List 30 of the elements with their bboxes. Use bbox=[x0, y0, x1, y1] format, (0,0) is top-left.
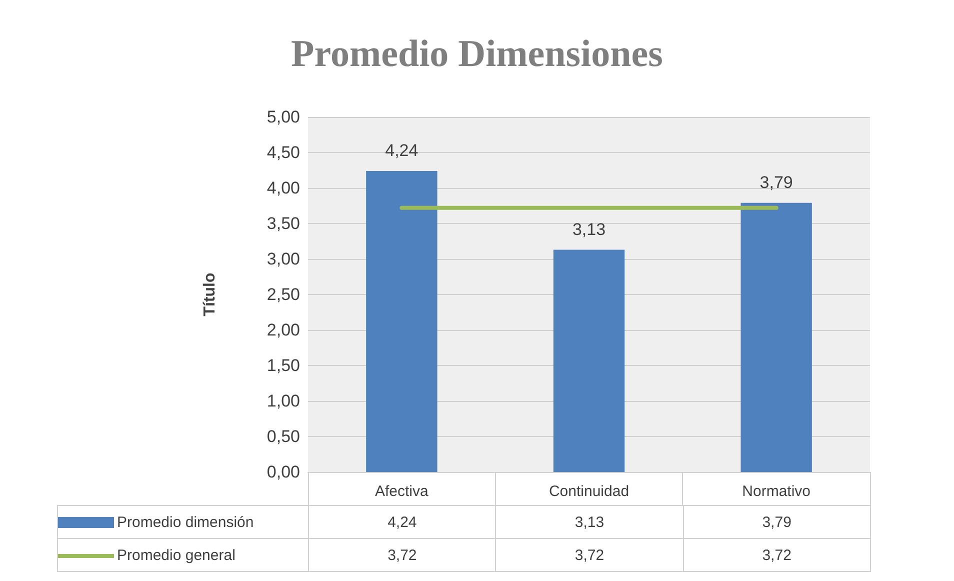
y-axis-title: Título bbox=[202, 272, 218, 316]
data-label: 3,72 bbox=[496, 538, 684, 572]
y-tick-label: 3,00 bbox=[266, 250, 300, 268]
y-tick-label: 2,00 bbox=[266, 320, 300, 340]
bar bbox=[740, 202, 812, 472]
y-tick-label: 0,50 bbox=[266, 427, 300, 446]
y-tick-label: 3,50 bbox=[266, 214, 300, 233]
data-label: 4,24 bbox=[308, 506, 496, 538]
bar bbox=[553, 250, 625, 472]
text: 4,24 bbox=[385, 140, 418, 160]
legend-label: Promedio general bbox=[58, 538, 308, 572]
x-tick-label: Normativo bbox=[742, 483, 811, 500]
y-tick-label: 5,00 bbox=[266, 108, 300, 126]
y-tick-label: 4,50 bbox=[266, 143, 300, 162]
y-tick-label: 1,50 bbox=[266, 356, 300, 375]
y-tick-label: 1,00 bbox=[266, 392, 300, 410]
data-label: 3,79 bbox=[683, 506, 870, 538]
x-tick-label: Continuidad bbox=[548, 483, 630, 500]
bar bbox=[366, 170, 438, 472]
y-tick-label: 2,50 bbox=[266, 285, 300, 304]
data-label: 3,72 bbox=[308, 538, 496, 572]
legend-label: Promedio dimensión bbox=[58, 506, 308, 538]
text: 3,79 bbox=[760, 172, 793, 192]
chart-title: Promedio Dimensiones bbox=[291, 33, 663, 75]
text: 3,13 bbox=[572, 220, 606, 239]
x-tick-label: Afectiva bbox=[374, 483, 429, 500]
y-tick-label: 0,00 bbox=[266, 462, 300, 482]
data-label: 3,72 bbox=[683, 538, 870, 572]
data-label: 3,13 bbox=[496, 506, 684, 538]
y-tick-label: 4,00 bbox=[266, 178, 300, 198]
